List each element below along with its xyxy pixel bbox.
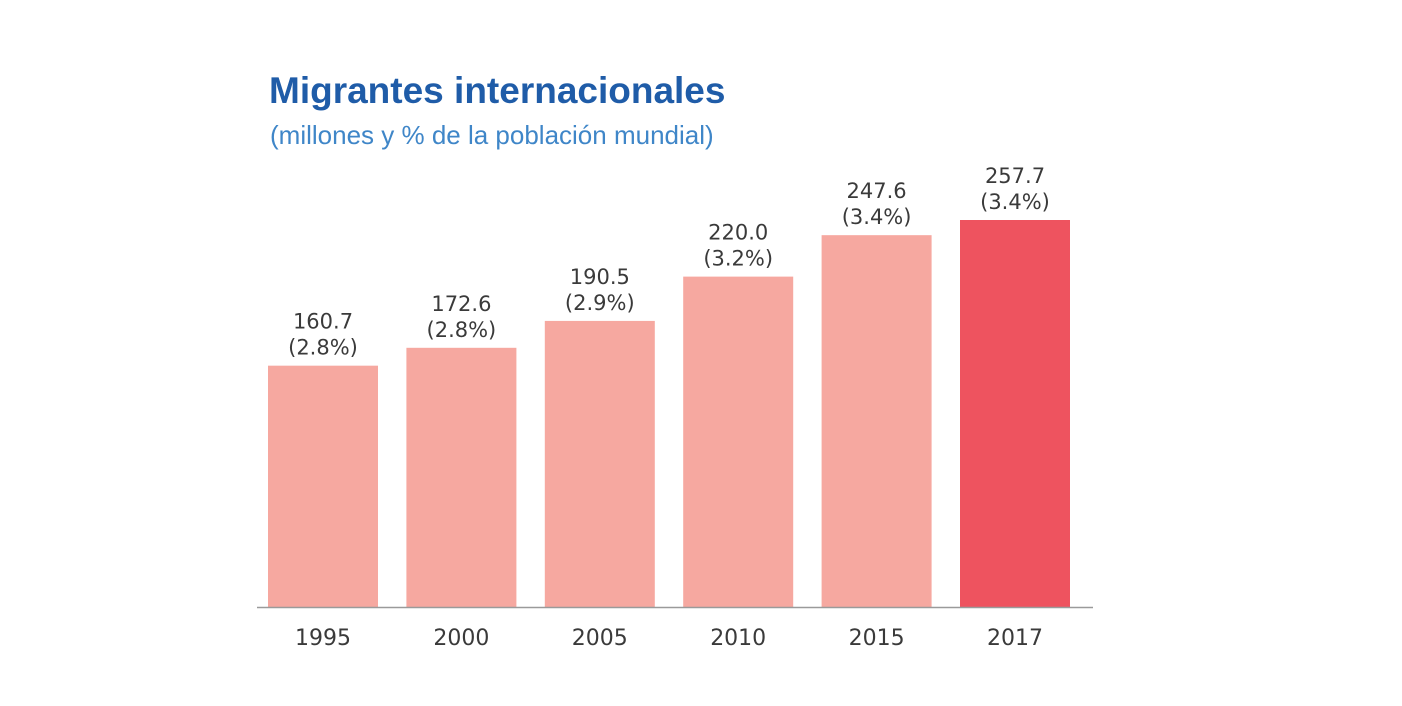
x-tick-2017: 2017	[987, 626, 1043, 651]
value-label-2005: 190.5	[570, 265, 630, 289]
percent-label-2017: (3.4%)	[980, 190, 1050, 214]
percent-label-2005: (2.9%)	[565, 291, 635, 315]
bar-2010	[683, 276, 794, 607]
x-tick-2015: 2015	[849, 626, 905, 651]
x-tick-2000: 2000	[433, 626, 489, 651]
x-tick-2010: 2010	[710, 626, 766, 651]
percent-label-1995: (2.8%)	[288, 336, 358, 360]
bars-layer	[268, 220, 1070, 607]
bar-2015	[821, 235, 932, 607]
bar-2017	[960, 220, 1070, 607]
chart-subtitle: (millones y % de la población mundial)	[270, 120, 714, 150]
bar-1995	[268, 365, 378, 607]
value-label-2000: 172.6	[431, 292, 491, 316]
bar-2000	[406, 347, 517, 607]
chart-title: Migrantes internacionales	[269, 70, 726, 111]
x-tick-1995: 1995	[295, 626, 351, 651]
value-label-2017: 257.7	[985, 164, 1045, 188]
percent-label-2015: (3.4%)	[842, 205, 912, 229]
x-tick-2005: 2005	[572, 626, 628, 651]
percent-label-2010: (3.2%)	[703, 247, 773, 271]
value-label-2010: 220.0	[708, 221, 768, 245]
labels-layer: (2.8%)160.71995(2.8%)172.62000(2.9%)190.…	[288, 164, 1050, 651]
value-label-1995: 160.7	[293, 310, 353, 334]
percent-label-2000: (2.8%)	[427, 318, 497, 342]
value-label-2015: 247.6	[847, 179, 907, 203]
bar-2005	[544, 320, 655, 607]
